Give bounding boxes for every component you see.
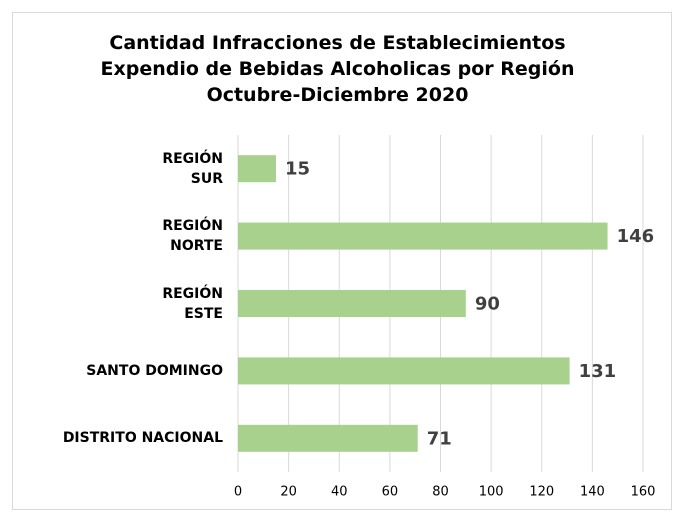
bar <box>238 290 466 317</box>
data-label: 90 <box>475 294 500 315</box>
data-label: 131 <box>579 361 617 382</box>
category-label: REGIÓN SUR <box>162 150 223 187</box>
bar <box>238 155 276 183</box>
category-label: REGIÓN ESTE <box>162 285 223 322</box>
chart-border <box>12 12 672 510</box>
data-label: 71 <box>427 428 452 449</box>
chart-title: Cantidad Infracciones de Establecimiento… <box>100 32 575 106</box>
bar <box>238 222 608 250</box>
category-label: SANTO DOMINGO <box>86 362 223 379</box>
x-tick-label: 60 <box>382 485 399 500</box>
data-label: 146 <box>617 226 655 247</box>
x-tick-label: 0 <box>234 485 242 500</box>
category-label: DISTRITO NACIONAL <box>62 430 223 447</box>
x-tick-label: 40 <box>331 485 348 500</box>
data-label: 15 <box>285 159 310 180</box>
x-tick-label: 100 <box>479 485 504 500</box>
x-tick-label: 160 <box>631 485 656 500</box>
x-tick-label: 20 <box>280 485 297 500</box>
category-label: REGIÓN NORTE <box>162 218 223 255</box>
bar <box>238 424 418 452</box>
x-tick-label: 140 <box>580 485 605 500</box>
x-tick-label: 120 <box>529 485 554 500</box>
x-tick-label: 80 <box>432 485 449 500</box>
bar <box>238 357 570 385</box>
